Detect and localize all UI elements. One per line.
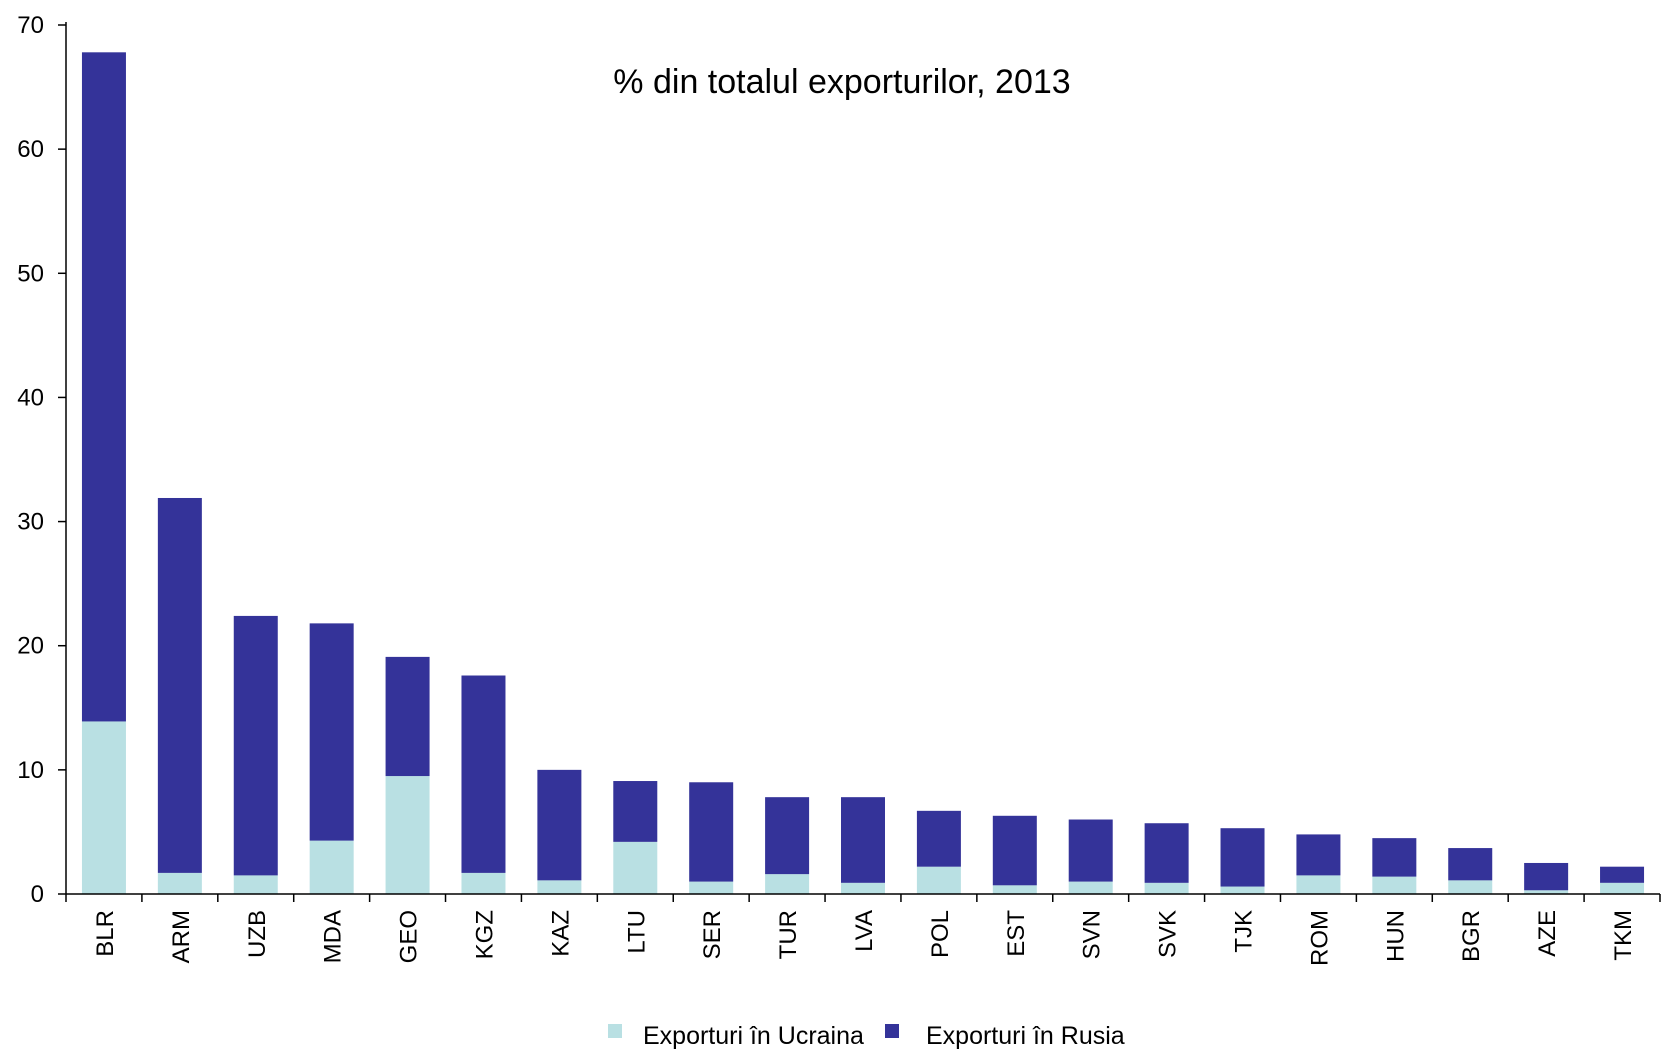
- bar-lva-rusia: [841, 797, 885, 883]
- bar-est-rusia: [993, 816, 1037, 886]
- x-tick-label-uzb: UZB: [244, 910, 271, 958]
- bar-svk-rusia: [1145, 823, 1189, 883]
- x-tick-label-tur: TUR: [775, 910, 802, 959]
- bar-est-ucraina: [993, 885, 1037, 894]
- bar-ltu-ucraina: [613, 842, 657, 894]
- y-tick-label: 70: [17, 12, 44, 39]
- legend: Exporturi în Ucraina Exporturi în Rusia: [608, 1022, 1125, 1050]
- bar-bgr-ucraina: [1448, 880, 1492, 894]
- bar-tkm-rusia: [1600, 867, 1644, 883]
- x-tick-label-ser: SER: [699, 910, 726, 959]
- legend-label-rusia: Exporturi în Rusia: [926, 1022, 1125, 1050]
- x-tick-label-svk: SVK: [1155, 910, 1182, 958]
- bar-kgz-ucraina: [461, 873, 505, 894]
- x-tick-label-blr: BLR: [92, 910, 119, 957]
- y-tick-label: 40: [17, 384, 44, 411]
- y-tick-label: 30: [17, 509, 44, 536]
- bar-tur-ucraina: [765, 874, 809, 894]
- bar-arm-ucraina: [158, 873, 202, 894]
- y-tick-label: 10: [17, 757, 44, 784]
- legend-swatch-rusia: [885, 1024, 899, 1038]
- chart-title: % din totalul exporturilor, 2013: [613, 63, 1070, 101]
- x-tick-label-tkm: TKM: [1610, 910, 1637, 961]
- x-tick-label-pol: POL: [927, 910, 954, 958]
- x-tick-label-geo: GEO: [396, 910, 423, 963]
- x-axis: BLR ARM UZB MDA GEO KGZ KAZ LTU SER TUR LVA POL EST S…: [66, 894, 1660, 966]
- bar-lva-ucraina: [841, 883, 885, 894]
- x-tick-label-svn: SVN: [1079, 910, 1106, 959]
- x-tick-label-hun: HUN: [1382, 910, 1409, 962]
- x-tick-label-bgr: BGR: [1458, 910, 1485, 962]
- bar-ltu-rusia: [613, 781, 657, 842]
- bar-blr-ucraina: [82, 721, 126, 894]
- bar-tur-rusia: [765, 797, 809, 874]
- bar-bgr-rusia: [1448, 848, 1492, 880]
- y-tick-label: 0: [31, 881, 44, 908]
- bar-svk-ucraina: [1145, 883, 1189, 894]
- x-tick-label-aze: AZE: [1534, 910, 1561, 957]
- bar-rom-ucraina: [1296, 875, 1340, 894]
- bar-kaz-rusia: [537, 770, 581, 880]
- bars: [82, 52, 1644, 894]
- bar-uzb-ucraina: [234, 875, 278, 894]
- y-tick-label: 60: [17, 136, 44, 163]
- bar-pol-ucraina: [917, 867, 961, 894]
- bar-tjk-rusia: [1221, 828, 1265, 886]
- bar-arm-rusia: [158, 498, 202, 873]
- bar-kgz-rusia: [461, 676, 505, 873]
- y-tick-label: 20: [17, 633, 44, 660]
- x-tick-label-mda: MDA: [320, 910, 347, 963]
- bar-aze-rusia: [1524, 863, 1568, 890]
- x-tick-label-kaz: KAZ: [547, 910, 574, 957]
- y-tick-label: 50: [17, 260, 44, 287]
- x-tick-label-tjk: TJK: [1231, 910, 1258, 953]
- bar-kaz-ucraina: [537, 880, 581, 894]
- x-tick-label-lva: LVA: [851, 910, 878, 952]
- bar-hun-rusia: [1372, 838, 1416, 876]
- bar-mda-ucraina: [310, 841, 354, 894]
- x-tick-label-kgz: KGZ: [471, 910, 498, 959]
- bar-rom-rusia: [1296, 834, 1340, 875]
- bar-svn-rusia: [1069, 820, 1113, 882]
- bar-tkm-ucraina: [1600, 883, 1644, 894]
- x-tick-label-ltu: LTU: [623, 910, 650, 954]
- bar-blr-rusia: [82, 52, 126, 721]
- bar-uzb-rusia: [234, 616, 278, 875]
- bar-ser-rusia: [689, 782, 733, 881]
- bar-hun-ucraina: [1372, 877, 1416, 894]
- bar-mda-rusia: [310, 623, 354, 840]
- x-tick-label-arm: ARM: [168, 910, 195, 963]
- bar-geo-ucraina: [386, 776, 430, 894]
- bar-ser-ucraina: [689, 882, 733, 894]
- y-axis: 0 10 20 30 40 50 60 70: [17, 12, 66, 908]
- bar-tjk-ucraina: [1221, 887, 1265, 894]
- bar-svn-ucraina: [1069, 882, 1113, 894]
- bar-geo-rusia: [386, 657, 430, 776]
- legend-swatch-ucraina: [608, 1024, 622, 1038]
- legend-label-ucraina: Exporturi în Ucraina: [643, 1022, 864, 1050]
- bar-pol-rusia: [917, 811, 961, 867]
- x-tick-label-rom: ROM: [1306, 910, 1333, 966]
- x-tick-label-est: EST: [1003, 910, 1030, 957]
